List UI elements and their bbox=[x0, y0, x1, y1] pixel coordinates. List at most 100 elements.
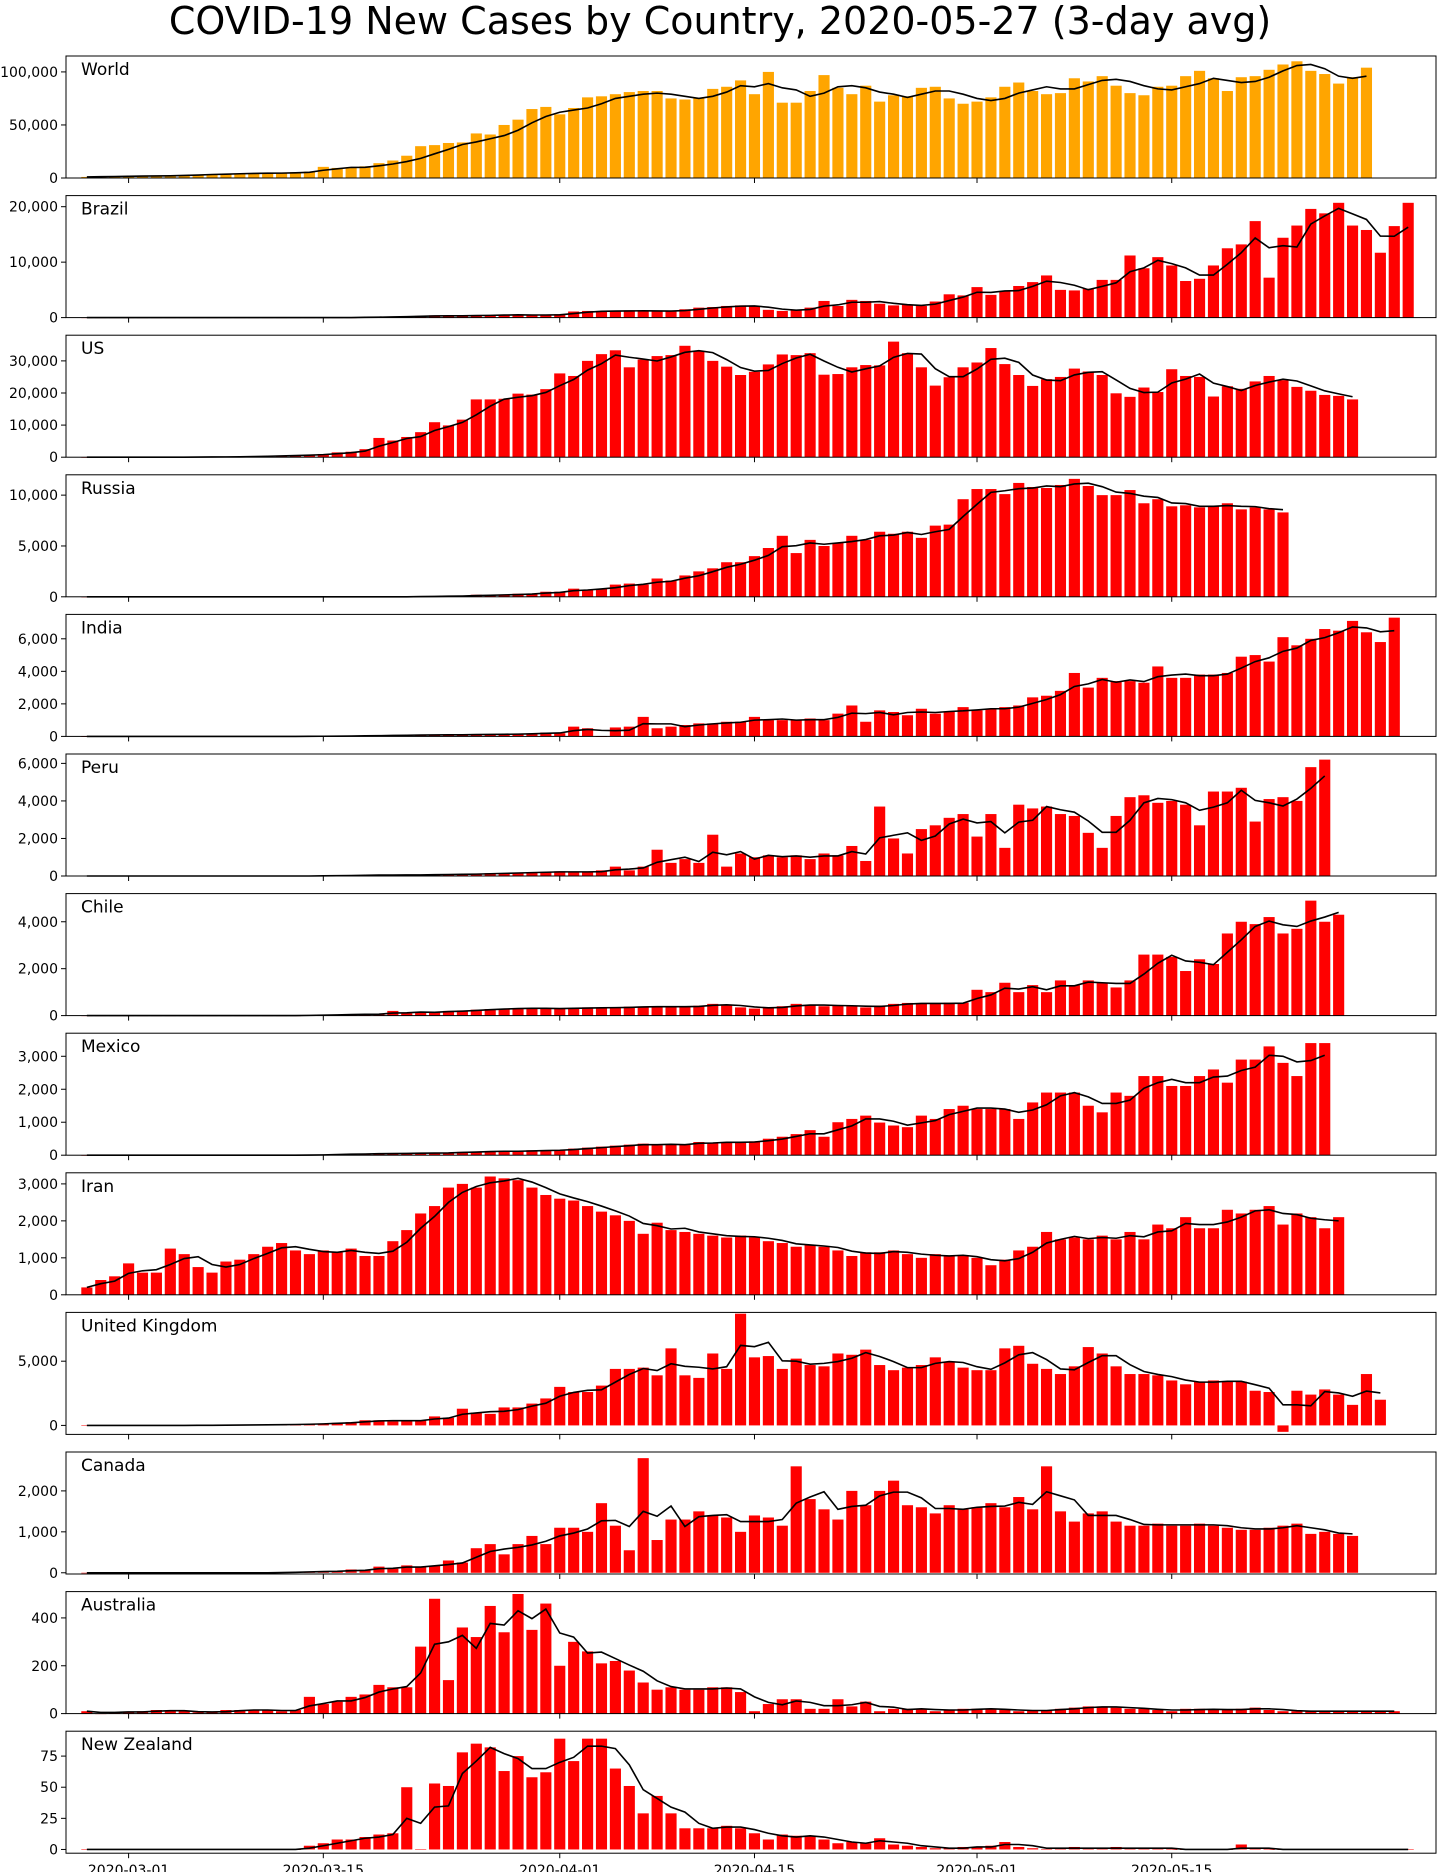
bar-united-kingdom bbox=[985, 1370, 997, 1426]
bar-iran bbox=[1124, 1231, 1136, 1295]
bar-united-kingdom bbox=[1124, 1374, 1136, 1426]
panel-frame bbox=[65, 753, 1437, 877]
bar-russia bbox=[985, 489, 997, 597]
bar-united-kingdom bbox=[1291, 1390, 1303, 1426]
bar-new-zealand bbox=[554, 1738, 566, 1850]
bar-chile bbox=[846, 1006, 858, 1016]
bar-united-kingdom bbox=[623, 1368, 635, 1426]
bar-mexico bbox=[804, 1130, 816, 1156]
bar-mexico bbox=[1040, 1092, 1053, 1156]
bar-brazil bbox=[540, 314, 552, 318]
bar-russia bbox=[1013, 482, 1025, 597]
bar-peru bbox=[748, 857, 761, 876]
bar-russia bbox=[1096, 495, 1108, 597]
panel-frame bbox=[65, 195, 1437, 319]
bar-mexico bbox=[1277, 1062, 1289, 1156]
bar-australia bbox=[874, 1711, 886, 1714]
bar-brazil bbox=[707, 307, 719, 318]
bar-brazil bbox=[1027, 282, 1039, 318]
bar-canada bbox=[665, 1519, 677, 1573]
panel-mexico: 0 1,000 2,000 3,000 Mexico bbox=[18, 1032, 1437, 1164]
bar-mexico bbox=[1263, 1046, 1275, 1156]
bar-world bbox=[804, 91, 816, 178]
bar-brazil bbox=[1193, 278, 1206, 318]
bar-peru bbox=[1291, 800, 1303, 876]
bar-peru bbox=[568, 872, 580, 876]
bar-brazil bbox=[1013, 285, 1025, 318]
avg-line-us bbox=[86, 349, 1353, 459]
bar-chile bbox=[1235, 921, 1247, 1016]
bar-new-zealand bbox=[735, 1828, 747, 1850]
bar-peru bbox=[609, 866, 621, 876]
bar-us bbox=[1082, 371, 1094, 458]
bar-canada bbox=[1040, 1466, 1053, 1573]
bar-australia bbox=[429, 1598, 441, 1714]
bar-us bbox=[415, 432, 427, 458]
bar-australia bbox=[901, 1708, 914, 1714]
bar-united-kingdom bbox=[735, 1313, 747, 1426]
bar-united-kingdom bbox=[748, 1357, 761, 1426]
bar-brazil bbox=[1277, 237, 1289, 318]
bar-russia bbox=[623, 583, 635, 597]
bar-new-zealand bbox=[818, 1839, 830, 1850]
x-tick-label: 2020-03-15 bbox=[283, 1863, 364, 1872]
y-tick-label: 0 bbox=[49, 311, 58, 327]
avg-line-united-kingdom bbox=[86, 1341, 1381, 1427]
y-tick-label: 20,000 bbox=[9, 386, 58, 402]
bar-brazil bbox=[1374, 252, 1386, 318]
bar-russia bbox=[1152, 499, 1164, 597]
bar-united-kingdom bbox=[1319, 1389, 1331, 1426]
bar-us bbox=[971, 362, 983, 458]
panel-new-zealand: 0 25 50 75 2020-03-01 2020-03-15 2020-04-01 202… bbox=[40, 1730, 1437, 1872]
bar-mexico bbox=[1027, 1102, 1039, 1156]
bar-us bbox=[1346, 399, 1359, 458]
bar-mexico bbox=[651, 1145, 663, 1156]
y-tick-label: 50 bbox=[40, 1780, 58, 1796]
bar-united-kingdom bbox=[1235, 1381, 1247, 1426]
bar-canada bbox=[498, 1554, 510, 1573]
bar-us bbox=[818, 374, 830, 458]
bar-united-kingdom bbox=[1305, 1394, 1317, 1426]
bar-australia bbox=[1305, 1711, 1317, 1714]
bar-brazil bbox=[512, 314, 524, 318]
bar-us bbox=[762, 364, 774, 458]
bar-peru bbox=[943, 817, 955, 876]
bar-united-kingdom bbox=[762, 1356, 774, 1426]
bar-iran bbox=[1082, 1239, 1094, 1295]
bar-united-kingdom bbox=[832, 1353, 844, 1426]
bar-india bbox=[484, 734, 496, 737]
bar-chile bbox=[957, 1002, 969, 1016]
bar-us bbox=[679, 345, 691, 458]
bar-australia bbox=[1263, 1710, 1275, 1714]
bar-iran bbox=[331, 1252, 343, 1295]
bar-russia bbox=[748, 556, 761, 597]
bar-world bbox=[303, 171, 315, 178]
bar-new-zealand bbox=[373, 1834, 385, 1850]
bar-australia bbox=[1291, 1711, 1303, 1714]
bar-world bbox=[276, 173, 288, 178]
bar-canada bbox=[1082, 1513, 1094, 1573]
bar-canada bbox=[1110, 1521, 1122, 1573]
bar-new-zealand bbox=[595, 1738, 608, 1850]
y-tick-label: 75 bbox=[40, 1749, 58, 1765]
bar-chile bbox=[1152, 954, 1164, 1016]
bar-india bbox=[1013, 705, 1025, 737]
bar-brazil bbox=[665, 310, 677, 318]
bar-canada bbox=[762, 1517, 774, 1573]
bar-mexico bbox=[1180, 1085, 1192, 1156]
bar-russia bbox=[929, 525, 941, 597]
panel-us: 0 10,000 20,000 30,000 US bbox=[9, 334, 1437, 466]
bar-chile bbox=[526, 1008, 538, 1016]
avg-line-new-zealand bbox=[86, 1745, 1409, 1851]
bar-world bbox=[178, 175, 190, 178]
avg-line-chile bbox=[86, 911, 1339, 1017]
bar-world bbox=[651, 91, 663, 178]
bar-chile bbox=[582, 1007, 594, 1016]
bar-united-kingdom bbox=[484, 1413, 496, 1426]
bar-iran bbox=[1027, 1246, 1039, 1295]
bar-brazil bbox=[1291, 225, 1303, 318]
bar-australia bbox=[1333, 1711, 1345, 1714]
bar-peru bbox=[707, 834, 719, 876]
bar-chile bbox=[470, 1009, 482, 1016]
